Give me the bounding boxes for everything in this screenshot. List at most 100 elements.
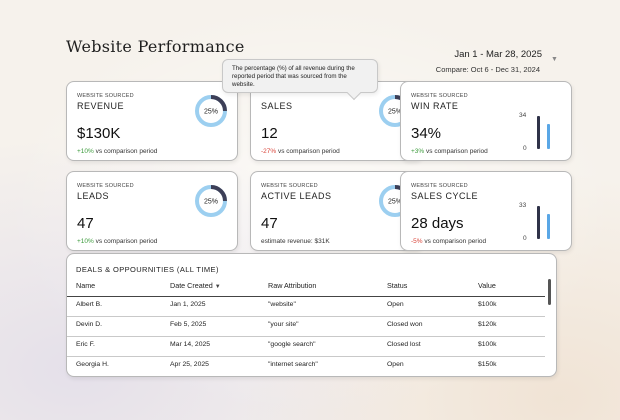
card-delta: -27% vs comparison period bbox=[261, 148, 340, 155]
donut-label: 25% bbox=[204, 109, 218, 116]
card-metric-value: 47 bbox=[77, 215, 94, 232]
cell-value: $150k bbox=[478, 361, 497, 368]
deals-panel-title: DEALS & OPPOURNITIES (ALL TIME) bbox=[76, 265, 219, 274]
bar-comparison[interactable] bbox=[547, 214, 550, 239]
cell-value: $100k bbox=[478, 301, 497, 308]
cell-name: Georgia H. bbox=[76, 361, 109, 368]
card-delta-suffix: vs comparison period bbox=[93, 238, 158, 245]
cell-name: Albert B. bbox=[76, 301, 103, 308]
card-win-rate[interactable]: WEBSITE SOURCED WIN RATE 34% +3% vs compari… bbox=[400, 81, 572, 161]
donut-label: 25% bbox=[388, 199, 402, 206]
card-delta-suffix: vs comparison period bbox=[276, 148, 340, 155]
card-eyebrow: WEBSITE SOURCED bbox=[411, 183, 468, 189]
row-divider bbox=[67, 316, 545, 317]
cell-name: Eric F. bbox=[76, 341, 95, 348]
donut-label: 25% bbox=[204, 199, 218, 206]
cell-raw-attribution: "google search" bbox=[268, 341, 316, 348]
cell-raw-attribution: "website" bbox=[268, 301, 296, 308]
bar-comparison[interactable] bbox=[547, 123, 550, 149]
deals-table-header: Name Date Created ▼ Raw Attribution Stat… bbox=[76, 281, 546, 293]
table-row[interactable]: Eric F. Mar 14, 2025 "google search" Closed… bbox=[76, 341, 546, 353]
comparison-bar-chart: 34 0 bbox=[519, 112, 559, 152]
column-header-value[interactable]: Value bbox=[478, 281, 496, 290]
deals-panel: DEALS & OPPOURNITIES (ALL TIME) Name Dat… bbox=[66, 253, 557, 377]
bar-axis-max: 33 bbox=[519, 202, 527, 209]
row-divider bbox=[67, 356, 545, 357]
card-delta-suffix: vs comparison period bbox=[424, 148, 488, 155]
card-delta-suffix: vs comparison period bbox=[422, 238, 487, 245]
header-divider bbox=[67, 296, 545, 297]
donut-segment bbox=[195, 95, 227, 127]
cell-status: Open bbox=[387, 361, 404, 368]
card-sales[interactable]: SALES 12 -27% vs comparison period 25% bbox=[250, 81, 422, 161]
column-header-date-created-label: Date Created bbox=[170, 281, 213, 290]
column-header-date-created[interactable]: Date Created ▼ bbox=[170, 281, 221, 290]
card-eyebrow: WEBSITE SOURCED bbox=[411, 93, 468, 99]
tooltip-text: The percentage (%) of all revenue during… bbox=[232, 65, 355, 88]
cell-value: $100k bbox=[478, 341, 497, 348]
donut-segment bbox=[195, 185, 227, 217]
card-delta: +10% vs comparison period bbox=[77, 238, 157, 245]
bar-axis-min: 0 bbox=[523, 145, 527, 152]
page-title: Website Performance bbox=[66, 37, 245, 56]
date-range-selector[interactable]: Jan 1 - Mar 28, 2025 bbox=[454, 49, 542, 60]
card-metric-name: WIN RATE bbox=[411, 101, 459, 111]
card-metric-name: SALES CYCLE bbox=[411, 191, 479, 201]
row-divider bbox=[67, 336, 545, 337]
card-metric-value: 28 days bbox=[411, 215, 464, 232]
card-eyebrow: WEBSITE SOURCED bbox=[261, 183, 318, 189]
card-delta: +10% vs comparison period bbox=[77, 148, 157, 155]
cell-value: $120k bbox=[478, 321, 497, 328]
table-row[interactable]: Albert B. Jan 1, 2025 "website" Open $100k bbox=[76, 301, 546, 313]
bar-axis-max: 34 bbox=[519, 112, 527, 119]
card-eyebrow: WEBSITE SOURCED bbox=[77, 183, 134, 189]
card-metric-name: ACTIVE LEADS bbox=[261, 191, 332, 201]
card-revenue[interactable]: WEBSITE SOURCED REVENUE $130K +10% vs compa… bbox=[66, 81, 238, 161]
card-metric-value: $130K bbox=[77, 125, 121, 142]
column-header-status[interactable]: Status bbox=[387, 281, 408, 290]
card-delta-suffix: estimate revenue: $31K bbox=[261, 238, 330, 245]
cell-date-created: Jan 1, 2025 bbox=[170, 301, 206, 308]
card-metric-value: 34% bbox=[411, 125, 442, 142]
card-delta-change: +10% bbox=[77, 148, 94, 155]
sales-tooltip: The percentage (%) of all revenue during… bbox=[222, 59, 378, 101]
cell-raw-attribution: "your site" bbox=[268, 321, 299, 328]
card-delta-suffix: vs comparison period bbox=[93, 148, 158, 155]
triangle-down-icon[interactable]: ▼ bbox=[551, 56, 558, 63]
cell-name: Devin D. bbox=[76, 321, 103, 328]
card-active-leads[interactable]: WEBSITE SOURCED ACTIVE LEADS 47 estimate re… bbox=[250, 171, 422, 251]
cell-date-created: Feb 5, 2025 bbox=[170, 321, 207, 328]
donut-label: 25% bbox=[388, 109, 402, 116]
bar-axis-min: 0 bbox=[523, 235, 527, 242]
card-delta: -5% vs comparison period bbox=[411, 238, 486, 245]
table-row[interactable]: Georgia H. Apr 25, 2025 "internet search" O… bbox=[76, 361, 546, 373]
card-delta-change: -5% bbox=[411, 238, 423, 245]
compare-range-label: Compare: Oct 6 - Dec 31, 2024 bbox=[435, 65, 540, 74]
caret-down-icon[interactable]: ▼ bbox=[214, 284, 221, 290]
column-header-raw-attribution[interactable]: Raw Attribution bbox=[268, 281, 317, 290]
card-metric-value: 12 bbox=[261, 125, 278, 142]
cell-date-created: Mar 14, 2025 bbox=[170, 341, 211, 348]
card-metric-name: LEADS bbox=[77, 191, 110, 201]
table-row[interactable]: Devin D. Feb 5, 2025 "your site" Closed won… bbox=[76, 321, 546, 333]
donut-chart[interactable]: 25% bbox=[193, 93, 229, 129]
table-scrollbar[interactable] bbox=[548, 279, 551, 305]
card-delta: +3% vs comparison period bbox=[411, 148, 488, 155]
cell-date-created: Apr 25, 2025 bbox=[170, 361, 209, 368]
column-header-name[interactable]: Name bbox=[76, 281, 96, 290]
card-eyebrow: WEBSITE SOURCED bbox=[77, 93, 134, 99]
card-delta-change: +10% bbox=[77, 238, 94, 245]
donut-chart[interactable]: 25% bbox=[193, 183, 229, 219]
bar-current[interactable] bbox=[537, 116, 540, 149]
card-delta-change: -27% bbox=[261, 148, 277, 155]
card-delta-change: +3% bbox=[411, 148, 425, 155]
cell-status: Closed won bbox=[387, 321, 423, 328]
card-metric-name: REVENUE bbox=[77, 101, 125, 111]
cell-raw-attribution: "internet search" bbox=[268, 361, 318, 368]
cell-status: Open bbox=[387, 301, 404, 308]
cell-status: Closed lost bbox=[387, 341, 421, 348]
card-metric-name: SALES bbox=[261, 101, 293, 111]
bar-current[interactable] bbox=[537, 206, 540, 239]
card-leads[interactable]: WEBSITE SOURCED LEADS 47 +10% vs comparison… bbox=[66, 171, 238, 251]
card-sales-cycle[interactable]: WEBSITE SOURCED SALES CYCLE 28 days -5% vs … bbox=[400, 171, 572, 251]
